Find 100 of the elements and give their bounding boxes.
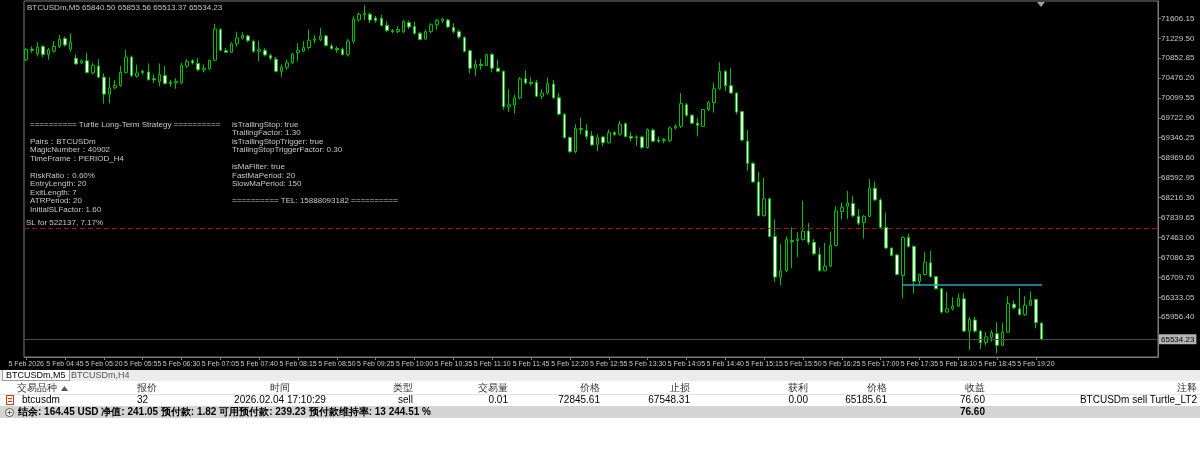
candlestick xyxy=(890,247,893,257)
candlestick xyxy=(690,113,694,125)
candlestick xyxy=(662,137,666,144)
candlestick xyxy=(513,94,516,115)
candlestick xyxy=(246,34,250,43)
candlestick xyxy=(862,214,866,240)
candlestick xyxy=(951,296,954,311)
candlestick xyxy=(629,131,633,142)
candlestick xyxy=(557,92,561,116)
candlestick xyxy=(396,25,400,34)
candlestick xyxy=(196,57,200,72)
text: 2026.02.04 17:10:29 xyxy=(234,394,326,406)
y-tick-label: 67463.00 xyxy=(1161,232,1195,242)
candlestick xyxy=(674,123,677,131)
candlestick xyxy=(335,45,339,54)
annotation: ========== Turtle Long-Term Strategy ========== xyxy=(30,119,221,129)
y-tick-label: 66709.70 xyxy=(1161,272,1195,282)
text: 价格 xyxy=(580,382,600,394)
text: BTCUSDm,H4 xyxy=(70,370,131,381)
candlestick xyxy=(979,329,982,350)
y-tick-label: 68216.30 xyxy=(1161,192,1195,202)
candlestick xyxy=(1034,298,1038,329)
candlestick xyxy=(535,79,538,98)
candlestick xyxy=(74,53,78,65)
candlestick xyxy=(341,47,344,56)
candlestick xyxy=(69,32,72,52)
candlestick xyxy=(180,62,183,85)
candlestick xyxy=(546,77,549,96)
candlestick xyxy=(724,69,727,92)
candlestick xyxy=(41,44,45,58)
candlestick xyxy=(973,316,977,334)
candlestick xyxy=(302,40,305,53)
candlestick xyxy=(796,231,799,258)
candlestick xyxy=(1023,295,1027,317)
candlestick xyxy=(413,21,416,36)
text: 0.01 xyxy=(488,394,508,406)
candlestick xyxy=(147,62,150,81)
text: 76.60 xyxy=(959,406,985,418)
y-tick-label: 66333.05 xyxy=(1161,292,1195,302)
candlestick xyxy=(990,329,993,343)
candlestick xyxy=(818,247,821,272)
y-tick-label: 70476.20 xyxy=(1161,73,1195,83)
candlestick xyxy=(701,108,705,128)
y-tick-label: 69346.25 xyxy=(1161,133,1195,143)
candlestick xyxy=(957,293,960,308)
candlestick xyxy=(485,53,488,67)
candlestick xyxy=(452,22,455,34)
candlestick xyxy=(407,20,411,30)
candlestick xyxy=(651,127,655,143)
text: 注释 xyxy=(1177,382,1197,394)
annotation: isMaFilter: true FastMaPeriod: 20 SlowMaPeriod: 150 xyxy=(232,162,302,189)
candlestick xyxy=(823,242,827,272)
candlestick xyxy=(879,197,882,229)
text: 结余: 164.45 USD 净值: 241.05 预付款: 1.82 可用预付款: 239.23 预付款维持率: 13 244.51 % xyxy=(18,406,431,418)
candlestick xyxy=(213,23,217,62)
candlestick xyxy=(441,17,444,24)
candlestick xyxy=(30,45,34,54)
candlestick xyxy=(812,238,816,256)
candlestick xyxy=(834,205,838,247)
candlestick xyxy=(47,47,50,61)
candlestick xyxy=(1029,290,1032,307)
candlestick xyxy=(640,135,644,150)
candlestick xyxy=(1001,322,1004,347)
candlestick xyxy=(574,123,577,154)
candlestick xyxy=(479,58,483,71)
candlestick xyxy=(135,63,139,79)
candlestick xyxy=(751,161,755,184)
candlestick xyxy=(291,52,294,65)
ref-line-label: 65534.23 xyxy=(1161,334,1195,344)
text: BTCUSDm sell Turtle_LT2 xyxy=(1079,394,1197,406)
candlestick xyxy=(357,12,361,23)
annotation: ========== TEL: 15888093182 ========== xyxy=(232,196,399,206)
candlestick xyxy=(97,58,100,79)
candlestick xyxy=(352,15,355,44)
candlestick xyxy=(363,4,366,21)
y-tick-label: 70852.85 xyxy=(1161,53,1195,63)
candlestick xyxy=(995,321,999,354)
candlestick xyxy=(330,43,333,51)
candlestick xyxy=(85,52,89,74)
candlestick xyxy=(707,100,710,112)
candlestick xyxy=(568,135,572,154)
candlestick xyxy=(552,79,555,100)
candlestick xyxy=(923,251,927,277)
candlestick xyxy=(424,29,427,41)
candlestick xyxy=(169,79,172,88)
candlestick xyxy=(829,231,832,268)
candlestick xyxy=(779,243,782,287)
candlestick xyxy=(219,27,222,52)
text: 收益 xyxy=(965,382,985,394)
candlestick xyxy=(402,19,405,34)
candlestick xyxy=(257,40,261,62)
candlestick xyxy=(418,31,422,41)
text: 72845.61 xyxy=(558,394,600,406)
candlestick xyxy=(962,292,966,333)
candlestick xyxy=(63,35,67,47)
candlestick xyxy=(579,117,583,135)
candlestick xyxy=(274,56,278,73)
candlestick xyxy=(657,135,660,144)
candlestick xyxy=(235,31,239,47)
candlestick xyxy=(496,59,500,73)
